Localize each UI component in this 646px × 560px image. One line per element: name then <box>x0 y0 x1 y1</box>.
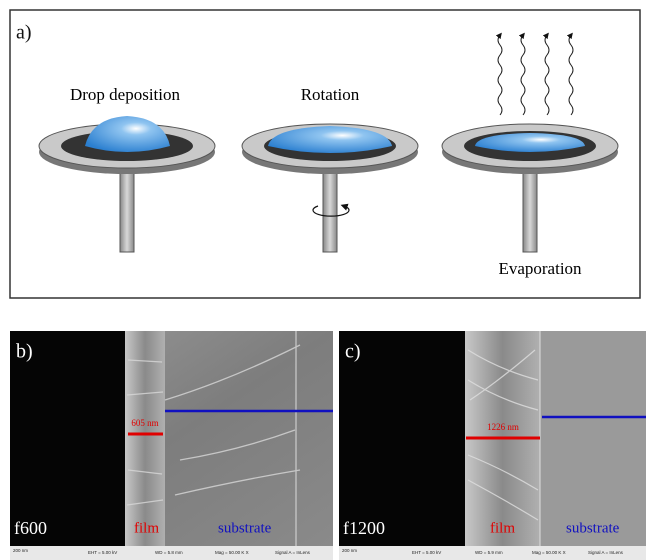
panel-label: b) <box>16 341 33 363</box>
sample-label: f600 <box>14 518 47 538</box>
sample-label: f1200 <box>343 518 385 538</box>
sem-info: Mag = 50.00 K X <box>215 550 249 555</box>
film-label: film <box>490 520 515 536</box>
panel-label: a) <box>16 22 32 44</box>
sem-info: WD = 5.8 mm <box>155 550 183 555</box>
sem-info: Signal A = InLens <box>588 550 624 555</box>
sem-info: Mag = 50.00 K X <box>532 550 566 555</box>
step-label: Evaporation <box>498 259 582 278</box>
figure: a) Drop deposition Rotation Evaporation <box>0 0 646 560</box>
thickness-label: 605 nm <box>131 418 158 428</box>
substrate-label: substrate <box>566 520 620 536</box>
scale-bar-label: 200 nm <box>13 548 28 553</box>
sem-info: WD = 5.9 mm <box>475 550 503 555</box>
step-label: Drop deposition <box>70 85 181 104</box>
step-label: Rotation <box>301 85 360 104</box>
sem-info: EHT = 5.00 kV <box>412 550 441 555</box>
sem-info: Signal A = InLens <box>275 550 311 555</box>
film-label: film <box>134 520 159 536</box>
scale-bar-label: 200 nm <box>342 548 357 553</box>
sem-image <box>10 331 333 560</box>
panel-label: c) <box>345 341 361 363</box>
page: a) Drop deposition Rotation Evaporation <box>0 0 646 560</box>
thickness-label: 1226 nm <box>487 422 519 432</box>
sem-info: EHT = 5.00 kV <box>88 550 117 555</box>
substrate-label: substrate <box>218 520 272 536</box>
